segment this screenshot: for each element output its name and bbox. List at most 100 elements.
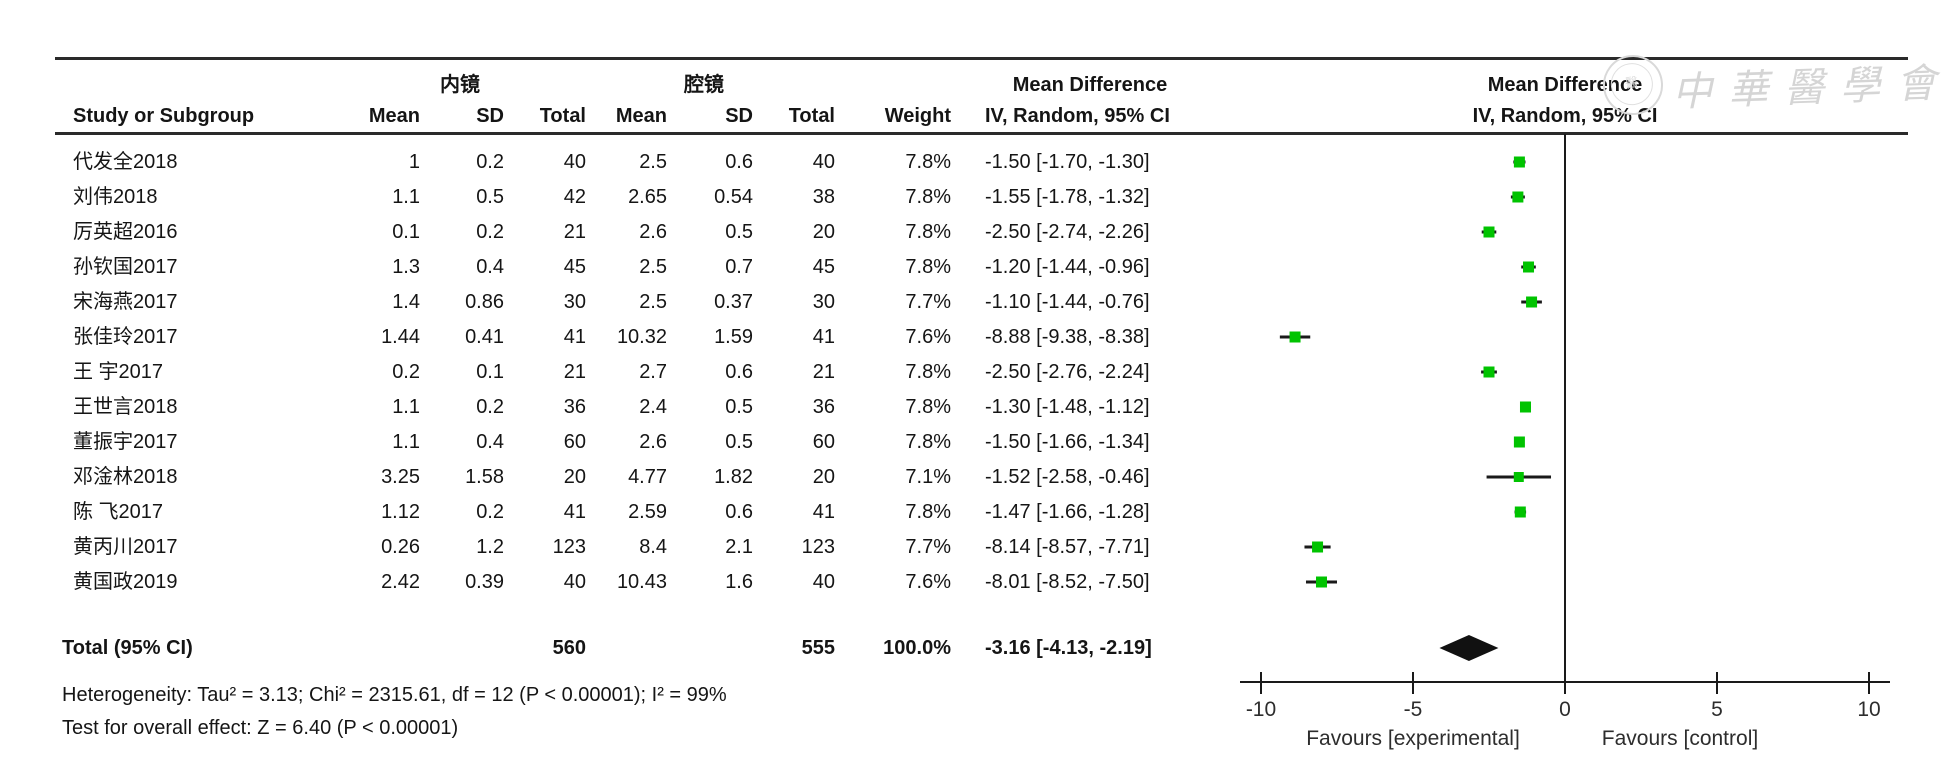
study-row-mean2: 2.5 xyxy=(639,151,667,173)
x-axis-tick-label: 10 xyxy=(1857,698,1880,721)
study-row-total2: 38 xyxy=(812,186,835,208)
study-row-total2: 123 xyxy=(801,536,835,558)
study-row-ci_text: -1.55 [-1.78, -1.32] xyxy=(985,186,1150,208)
study-row-total1: 40 xyxy=(563,571,586,593)
study-row-total1: 21 xyxy=(563,221,586,243)
study-row-total1: 123 xyxy=(552,536,586,558)
x-axis-tick-label: 0 xyxy=(1559,698,1571,721)
study-row-weight: 7.8% xyxy=(905,396,951,418)
study-row-sd1: 0.86 xyxy=(465,291,504,313)
study-row-total2: 21 xyxy=(812,361,835,383)
study-row-weight: 7.8% xyxy=(905,361,951,383)
effect-marker xyxy=(1514,506,1526,518)
study-row-total2: 41 xyxy=(812,501,835,523)
study-row-mean2: 2.59 xyxy=(628,501,667,523)
study-row-sd2: 0.5 xyxy=(725,431,753,453)
effect-text-header-line2: IV, Random, 95% CI xyxy=(985,105,1170,127)
effect-marker xyxy=(1526,296,1538,308)
total-row-ci: -3.16 [-4.13, -2.19] xyxy=(985,637,1152,659)
study-row-name: 陈 飞2017 xyxy=(73,501,164,523)
study-row-total1: 60 xyxy=(563,431,586,453)
effect-marker xyxy=(1513,436,1525,448)
study-row-sd1: 0.2 xyxy=(476,151,504,173)
study-row-total1: 40 xyxy=(563,151,586,173)
study-row-ci_text: -1.20 [-1.44, -0.96] xyxy=(985,256,1150,278)
study-row-mean2: 2.65 xyxy=(628,186,667,208)
effect-plot-header-line2: IV, Random, 95% CI xyxy=(1472,105,1658,127)
study-row-total1: 41 xyxy=(563,326,586,348)
study-row-weight: 7.6% xyxy=(905,326,951,348)
x-axis-tick-label: 5 xyxy=(1711,698,1723,721)
study-row-ci_text: -8.88 [-9.38, -8.38] xyxy=(985,326,1150,348)
study-row-mean2: 10.43 xyxy=(616,571,667,593)
study-row-ci_text: -2.50 [-2.74, -2.26] xyxy=(985,221,1150,243)
study-row-name: 王 宇2017 xyxy=(73,361,164,383)
study-row-total2: 20 xyxy=(812,221,835,243)
study-row-total2: 30 xyxy=(812,291,835,313)
study-row-mean1: 0.1 xyxy=(392,221,420,243)
study-row-weight: 7.7% xyxy=(905,291,951,313)
study-row-weight: 7.7% xyxy=(905,536,951,558)
study-row-sd2: 0.54 xyxy=(714,186,753,208)
study-row-total2: 60 xyxy=(812,431,835,453)
study-row-total2: 40 xyxy=(812,571,835,593)
study-row-mean2: 8.4 xyxy=(639,536,667,558)
study-row-ci_text: -1.47 [-1.66, -1.28] xyxy=(985,501,1150,523)
study-row-total2: 20 xyxy=(812,466,835,488)
effect-marker xyxy=(1289,331,1301,343)
study-row-mean1: 1.1 xyxy=(392,431,420,453)
study-row-weight: 7.8% xyxy=(905,221,951,243)
study-row-sd1: 0.2 xyxy=(476,501,504,523)
effect-marker xyxy=(1315,576,1327,588)
study-row-name: 邓淦林2018 xyxy=(73,466,178,488)
study-row-sd2: 0.37 xyxy=(714,291,753,313)
heterogeneity-text: Heterogeneity: Tau² = 3.13; Chi² = 2315.… xyxy=(62,684,727,706)
study-row-weight: 7.1% xyxy=(905,466,951,488)
effect-marker xyxy=(1483,226,1495,238)
total-row-total2: 555 xyxy=(801,637,835,659)
study-row-ci_text: -1.30 [-1.48, -1.12] xyxy=(985,396,1150,418)
col-header-sd2: SD xyxy=(725,105,753,127)
study-row-ci_text: -1.50 [-1.70, -1.30] xyxy=(985,151,1150,173)
col-header-total1: Total xyxy=(539,105,586,127)
study-row-mean2: 2.4 xyxy=(639,396,667,418)
study-row-sd2: 0.5 xyxy=(725,396,753,418)
study-row-total1: 41 xyxy=(563,501,586,523)
col-header-sd1: SD xyxy=(476,105,504,127)
study-row-sd2: 0.6 xyxy=(725,361,753,383)
study-row-weight: 7.8% xyxy=(905,501,951,523)
study-row-ci_text: -8.01 [-8.52, -7.50] xyxy=(985,571,1150,593)
total-row-label: Total (95% CI) xyxy=(62,637,193,659)
col-header-mean1: Mean xyxy=(368,105,420,127)
study-row-mean2: 2.6 xyxy=(639,221,667,243)
study-row-ci_text: -8.14 [-8.57, -7.71] xyxy=(985,536,1150,558)
study-row-ci_text: -1.50 [-1.66, -1.34] xyxy=(985,431,1150,453)
study-row-total1: 36 xyxy=(563,396,586,418)
study-row-mean1: 0.26 xyxy=(381,536,420,558)
study-row-sd1: 1.2 xyxy=(476,536,504,558)
study-row-mean1: 1 xyxy=(408,151,420,173)
study-row-name: 刘伟2018 xyxy=(73,186,158,208)
study-row-total1: 45 xyxy=(563,256,586,278)
study-row-mean1: 1.12 xyxy=(381,501,420,523)
study-row-name: 张佳玲2017 xyxy=(73,326,178,348)
study-row-sd1: 0.2 xyxy=(476,396,504,418)
header-underline-rule xyxy=(55,132,1908,135)
study-row-sd1: 0.4 xyxy=(476,256,504,278)
study-row-sd1: 0.41 xyxy=(465,326,504,348)
x-axis-tick-label: -10 xyxy=(1246,698,1276,721)
effect-marker xyxy=(1312,541,1324,553)
effect-marker xyxy=(1513,472,1524,482)
study-row-mean1: 1.1 xyxy=(392,186,420,208)
study-row-name: 王世言2018 xyxy=(73,396,178,418)
study-row-name: 宋海燕2017 xyxy=(73,291,178,313)
study-row-total1: 30 xyxy=(563,291,586,313)
study-row-sd1: 0.5 xyxy=(476,186,504,208)
study-row-sd2: 0.7 xyxy=(725,256,753,278)
watermark-text: 中華醫學會 xyxy=(1671,60,1946,116)
study-row-sd2: 1.59 xyxy=(714,326,753,348)
study-row-sd2: 0.6 xyxy=(725,151,753,173)
study-row-name: 厉英超2016 xyxy=(73,221,178,243)
study-row-total1: 42 xyxy=(563,186,586,208)
